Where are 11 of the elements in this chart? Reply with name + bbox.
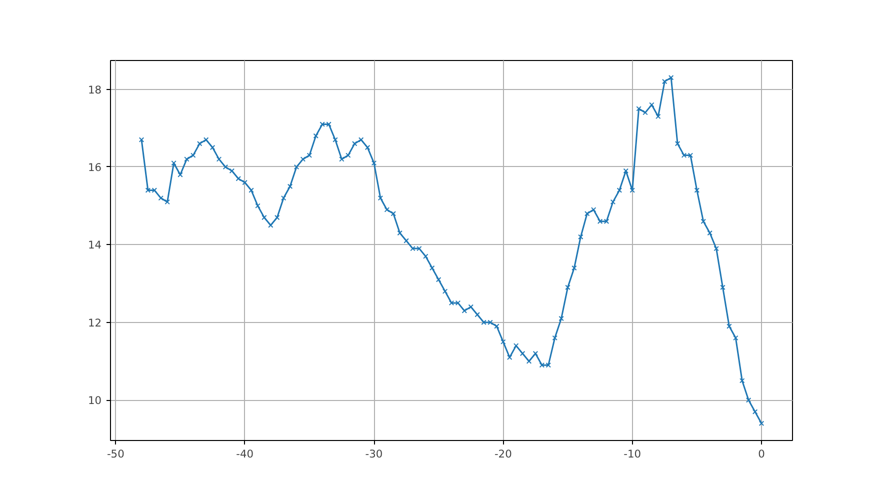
x-tick-label: 0: [758, 448, 766, 460]
y-tick-label: 16: [88, 160, 102, 174]
x-tick-label: -10: [624, 448, 642, 460]
x-tick-label: -50: [106, 448, 125, 460]
y-tick-label: 10: [88, 394, 102, 408]
y-tick-label: 12: [88, 316, 102, 330]
x-tick-label: -20: [494, 448, 512, 460]
x-tick-label: -30: [365, 448, 383, 460]
x-tick-label: -40: [236, 448, 254, 460]
y-tick-label: 14: [88, 238, 102, 252]
y-tick-label: 18: [88, 83, 102, 96]
